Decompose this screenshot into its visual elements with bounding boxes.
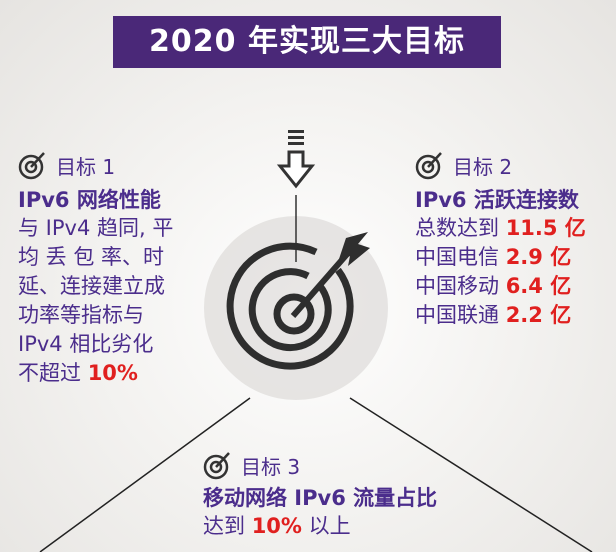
goal-row: 中国移动 6.4 亿 xyxy=(415,272,586,301)
row-label: 中国移动 xyxy=(415,274,506,298)
goal-3: 目标 3 移动网络 IPv6 流量占比 达到 10% 以上 xyxy=(203,450,437,541)
goal-row: 总数达到 11.5 亿 xyxy=(415,214,586,243)
goal-label: 目标 2 xyxy=(453,154,513,179)
row-value: 2.9 亿 xyxy=(505,245,572,269)
goal-text: 以上 xyxy=(301,514,351,538)
target-icon xyxy=(415,152,442,180)
goal-title: IPv6 网络性能 xyxy=(18,188,161,212)
goal-title: 移动网络 IPv6 流量占比 xyxy=(203,486,438,510)
goal-label: 目标 3 xyxy=(241,454,301,479)
row-label: 中国电信 xyxy=(415,245,506,269)
bullseye-icon xyxy=(226,242,354,370)
goal-text-line: 功率等指标与 xyxy=(18,303,144,327)
goal-label: 目标 1 xyxy=(56,154,116,179)
goal-row: 中国电信 2.9 亿 xyxy=(415,243,586,272)
goal-text-line: 与 IPv4 趋同, 平 xyxy=(18,216,174,240)
goal-row: 中国联通 2.2 亿 xyxy=(415,301,586,330)
row-value: 6.4 亿 xyxy=(505,274,572,298)
page-title: 2020 年实现三大目标 xyxy=(113,16,501,68)
arrow-in-target-icon xyxy=(290,232,370,318)
target-icon xyxy=(18,152,45,180)
goal-text: 达到 xyxy=(203,514,252,538)
goal-text-line: 不超过 10% xyxy=(18,359,173,388)
row-label: 总数达到 xyxy=(415,216,506,240)
goal-text-line: IPv4 相比劣化 xyxy=(18,332,154,356)
goal-2: 目标 2 IPv6 活跃连接数 总数达到 11.5 亿 中国电信 2.9 亿 中… xyxy=(415,150,586,330)
row-value: 2.2 亿 xyxy=(505,303,572,327)
target-icon xyxy=(203,452,230,480)
row-value: 11.5 亿 xyxy=(505,216,586,240)
row-label: 中国联通 xyxy=(415,303,506,327)
goal-value: 10% xyxy=(251,514,302,538)
goal-text: 不超过 xyxy=(18,361,88,385)
goal-text-line: 延、连接建立成 xyxy=(18,274,165,298)
down-arrow-icon xyxy=(276,130,316,189)
goal-text-line: 达到 10% 以上 xyxy=(203,512,437,541)
goal-title: IPv6 活跃连接数 xyxy=(415,188,579,212)
goal-1: 目标 1 IPv6 网络性能 与 IPv4 趋同, 平 均 丢 包 率、时 延、… xyxy=(18,150,173,388)
goal-text-line: 均 丢 包 率、时 xyxy=(18,245,165,269)
goal-value: 10% xyxy=(87,361,138,385)
